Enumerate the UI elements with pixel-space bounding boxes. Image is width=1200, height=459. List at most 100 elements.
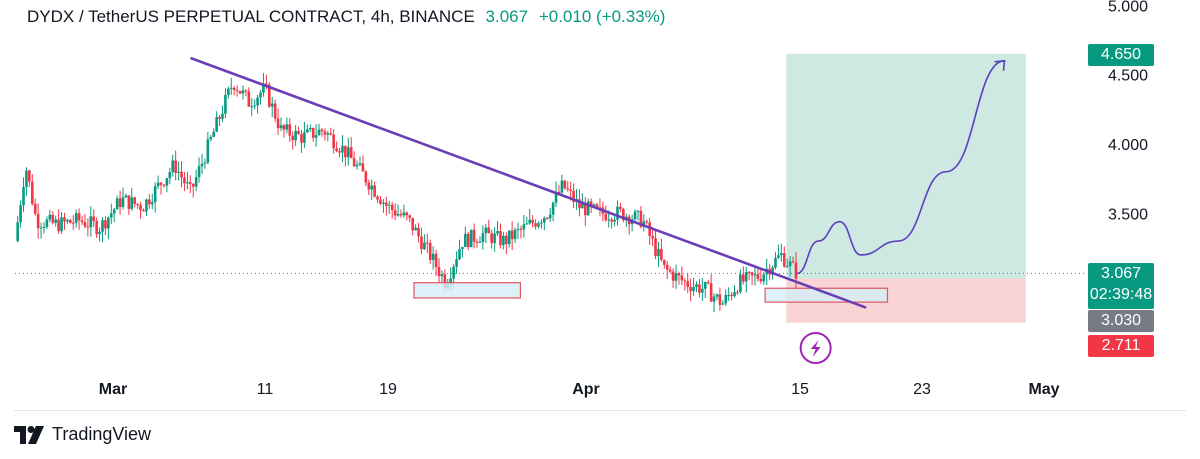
candle-body (282, 125, 286, 130)
candle-body (153, 186, 157, 203)
candle-body (572, 190, 575, 202)
candle-body (379, 199, 382, 204)
candle-body (505, 235, 508, 245)
candle-body (516, 228, 520, 230)
candle-body (794, 262, 798, 279)
footer[interactable]: TradingView (14, 424, 151, 445)
candle-body (481, 233, 485, 242)
time-tick-label: Apr (572, 381, 600, 398)
candle-body (411, 217, 414, 231)
candle-body (578, 199, 581, 209)
candle-body (554, 191, 558, 203)
candle-body (382, 202, 385, 204)
candle-body (703, 282, 707, 289)
candle-body (145, 199, 148, 212)
candle-body (744, 272, 748, 282)
candle-body (33, 203, 37, 214)
candle-body (654, 238, 657, 257)
candle-body (589, 201, 593, 206)
price-tick-label: 4.000 (1108, 137, 1148, 154)
candle-body (540, 222, 543, 224)
candle-body (232, 87, 236, 90)
candle-body (736, 291, 739, 293)
candle-body (753, 274, 757, 276)
candle-body (60, 217, 63, 232)
candle-body (531, 219, 534, 224)
candle-body (241, 90, 245, 94)
candle-body (426, 242, 429, 244)
candle-body (563, 180, 567, 189)
candle-body (317, 129, 321, 136)
candle-body (780, 253, 783, 256)
candle-body (320, 129, 324, 132)
candle-body (314, 135, 318, 138)
candle-body (238, 90, 242, 94)
candle-body (777, 255, 780, 258)
time-tick-label: 11 (257, 381, 274, 398)
candle-body (499, 231, 502, 246)
candle-body (701, 288, 704, 293)
candle-body (364, 171, 368, 183)
candle-body (665, 264, 669, 270)
candle-body (270, 103, 274, 107)
candle-body (663, 259, 666, 265)
candle-body (458, 249, 461, 260)
price-axis[interactable]: 5.000 4.500 4.000 3.500 (1108, 0, 1148, 223)
candle-body (706, 282, 710, 284)
candle-body (399, 214, 403, 216)
candle-body (721, 303, 725, 305)
candle-body (332, 134, 335, 149)
candle-body (636, 210, 640, 212)
candle-body (335, 148, 338, 152)
candle-body (291, 135, 295, 141)
candle-body (221, 113, 224, 119)
candle-body (791, 261, 795, 263)
candle-body (80, 220, 84, 223)
candle-body (349, 147, 353, 159)
time-tick-label: 23 (913, 381, 931, 398)
candle-body (475, 241, 479, 243)
candle-body (118, 198, 122, 207)
time-axis[interactable]: Mar 11 19 Apr 15 23 May (99, 381, 1060, 398)
candle-body (440, 274, 444, 277)
candle-body (36, 213, 40, 229)
candle-body (622, 208, 625, 221)
candle-body (92, 216, 96, 222)
candle-body (747, 272, 751, 274)
candle-body (443, 274, 447, 288)
candle-body (218, 116, 221, 119)
candle-body (139, 204, 142, 211)
candle-body (733, 291, 736, 297)
candle-body (209, 136, 213, 140)
candle-body (537, 223, 540, 227)
price-chart[interactable]: 5.000 4.500 4.000 3.500 Mar 11 19 Apr 15 23 May (0, 0, 1200, 410)
candle-body (48, 214, 52, 220)
lightning-bolt (810, 340, 821, 357)
candle-body (557, 191, 561, 193)
footer-divider (14, 410, 1186, 411)
candle-body (212, 131, 216, 137)
candle-body (487, 227, 491, 234)
candle-body (522, 224, 526, 230)
candle-body (244, 90, 248, 92)
candle-body (42, 226, 46, 228)
candle-body (148, 199, 151, 205)
candle-body (194, 177, 198, 187)
time-tick-label: May (1028, 381, 1059, 398)
candle-body (387, 204, 391, 206)
candle-body (19, 205, 22, 223)
candle-body (455, 259, 458, 267)
candle-body (83, 222, 87, 227)
candle-body (235, 89, 239, 91)
candle-body (695, 284, 698, 287)
candle-body (22, 187, 25, 206)
candle-body (156, 182, 160, 187)
candle-body (341, 145, 344, 153)
candle-body (428, 242, 432, 260)
candle-body (408, 215, 412, 218)
candle-body (262, 83, 265, 93)
candle-body (417, 227, 420, 237)
candle-body (256, 97, 259, 106)
candle-body (651, 235, 654, 239)
candle-body (385, 202, 388, 206)
